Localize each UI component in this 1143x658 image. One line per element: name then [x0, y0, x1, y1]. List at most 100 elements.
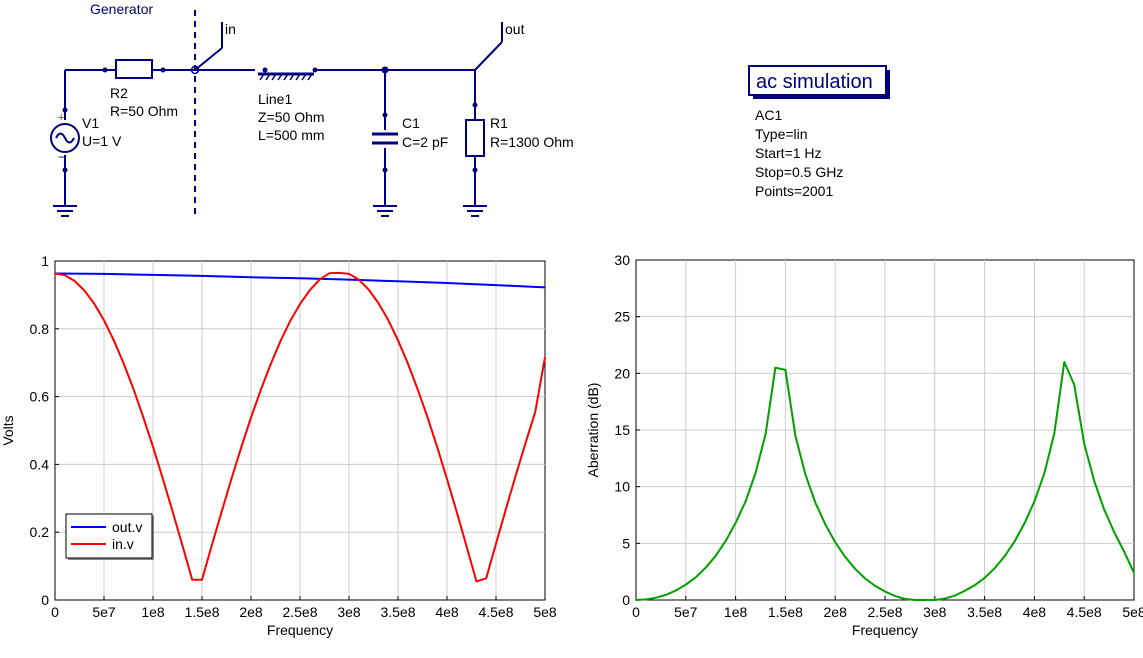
data-point — [864, 577, 866, 580]
y-tick-label: 15 — [614, 422, 630, 438]
x-tick-label: 5e8 — [1122, 604, 1143, 620]
data-point — [407, 362, 409, 365]
data-point — [794, 434, 797, 437]
data-point — [1023, 522, 1026, 525]
data-point — [1093, 480, 1095, 482]
y-tick-label: 5 — [622, 535, 630, 551]
port-out-label: out — [505, 21, 525, 37]
data-point — [181, 544, 184, 547]
x-tick-label: 2e8 — [824, 604, 848, 620]
x-tick-label: 2.5e8 — [867, 604, 902, 620]
data-point — [152, 446, 154, 448]
data-point — [377, 302, 380, 304]
x-tick-label: 4e8 — [435, 604, 459, 620]
data-point — [348, 278, 350, 281]
data-point — [328, 272, 331, 275]
data-point — [426, 416, 429, 418]
x-tick-label: 4.5e8 — [1067, 604, 1102, 620]
data-point — [704, 566, 707, 569]
x-axis-title: Frequency — [852, 622, 918, 638]
data-point — [1073, 383, 1075, 386]
port-in-node — [190, 65, 200, 75]
data-point — [142, 416, 144, 418]
x-tick-label: 5e7 — [92, 604, 116, 620]
data-point — [495, 284, 497, 286]
data-point — [1113, 531, 1115, 533]
x-tick-label: 3e8 — [923, 604, 947, 620]
line1-z: Z=50 Ohm — [258, 109, 325, 125]
data-point — [514, 475, 517, 477]
data-point — [534, 411, 536, 414]
data-point — [844, 556, 846, 558]
data-point — [774, 366, 777, 369]
wires — [64, 22, 503, 205]
data-point — [1123, 550, 1125, 553]
c1-capacitor — [372, 132, 398, 145]
r2-name: R2 — [110, 85, 128, 101]
data-point — [465, 545, 468, 548]
c1-value: C=2 pF — [402, 134, 448, 150]
junction-dots — [62, 66, 478, 173]
x-tick-label: 1.5e8 — [768, 604, 803, 620]
x-tick-label: 3.5e8 — [967, 604, 1002, 620]
data-point — [724, 540, 727, 542]
sim-points: Points=2001 — [755, 183, 833, 199]
generator-label: Generator — [90, 1, 153, 17]
x-tick-label: 4e8 — [1023, 604, 1047, 620]
y-tick-label: 0.6 — [30, 389, 50, 405]
data-point — [784, 369, 787, 371]
data-point — [734, 522, 737, 524]
svg-text:−: − — [58, 150, 65, 164]
data-point — [54, 272, 56, 275]
data-point — [230, 478, 233, 480]
data-point — [93, 302, 95, 305]
data-point — [953, 594, 956, 597]
x-tick-label: 1.5e8 — [184, 604, 219, 620]
data-point — [675, 589, 677, 592]
y-tick-label: 25 — [614, 309, 630, 325]
data-point — [436, 446, 439, 448]
y-tick-label: 0.8 — [30, 321, 50, 337]
legend-label: out.v — [112, 519, 142, 535]
data-point — [416, 388, 419, 390]
line1-l: L=500 mm — [258, 127, 325, 143]
data-point — [485, 577, 488, 580]
data-point — [1063, 361, 1066, 363]
data-point — [505, 508, 507, 511]
data-point — [973, 584, 976, 587]
data-point — [456, 511, 458, 513]
r1-value: R=1300 Ohm — [490, 134, 574, 150]
data-point — [279, 340, 282, 343]
aberration-chart: 0 5e7 1e8 1.5e8 2e8 2.5e8 3e8 3.5e8 4e8 4.5e8 5e8 0… — [585, 252, 1143, 638]
data-point — [884, 590, 886, 593]
data-point — [944, 597, 946, 600]
y-axis-title: Volts — [0, 415, 16, 445]
data-point — [695, 576, 697, 579]
data-point — [1013, 540, 1016, 543]
data-point — [834, 541, 836, 543]
data-point — [934, 599, 936, 601]
data-point — [475, 580, 478, 583]
data-point — [963, 590, 966, 592]
data-point — [220, 511, 223, 513]
x-tick-label: 1e8 — [141, 604, 165, 620]
data-point — [1133, 572, 1135, 574]
line1-symbol — [258, 72, 314, 81]
data-point — [162, 477, 164, 480]
data-point — [348, 273, 350, 275]
data-point — [924, 599, 926, 601]
data-point — [714, 555, 717, 557]
data-point — [1083, 442, 1085, 445]
sim-start: Start=1 Hz — [755, 145, 822, 161]
data-point — [299, 277, 301, 280]
data-point — [289, 320, 292, 322]
data-point — [914, 599, 916, 601]
y-tick-label: 0.2 — [30, 524, 50, 540]
y-tick-label: 30 — [614, 252, 630, 268]
data-point — [874, 585, 876, 587]
data-point — [1053, 432, 1056, 435]
data-point — [894, 595, 896, 597]
data-point — [754, 472, 757, 474]
data-point — [367, 288, 370, 291]
x-tick-label: 4.5e8 — [478, 604, 513, 620]
